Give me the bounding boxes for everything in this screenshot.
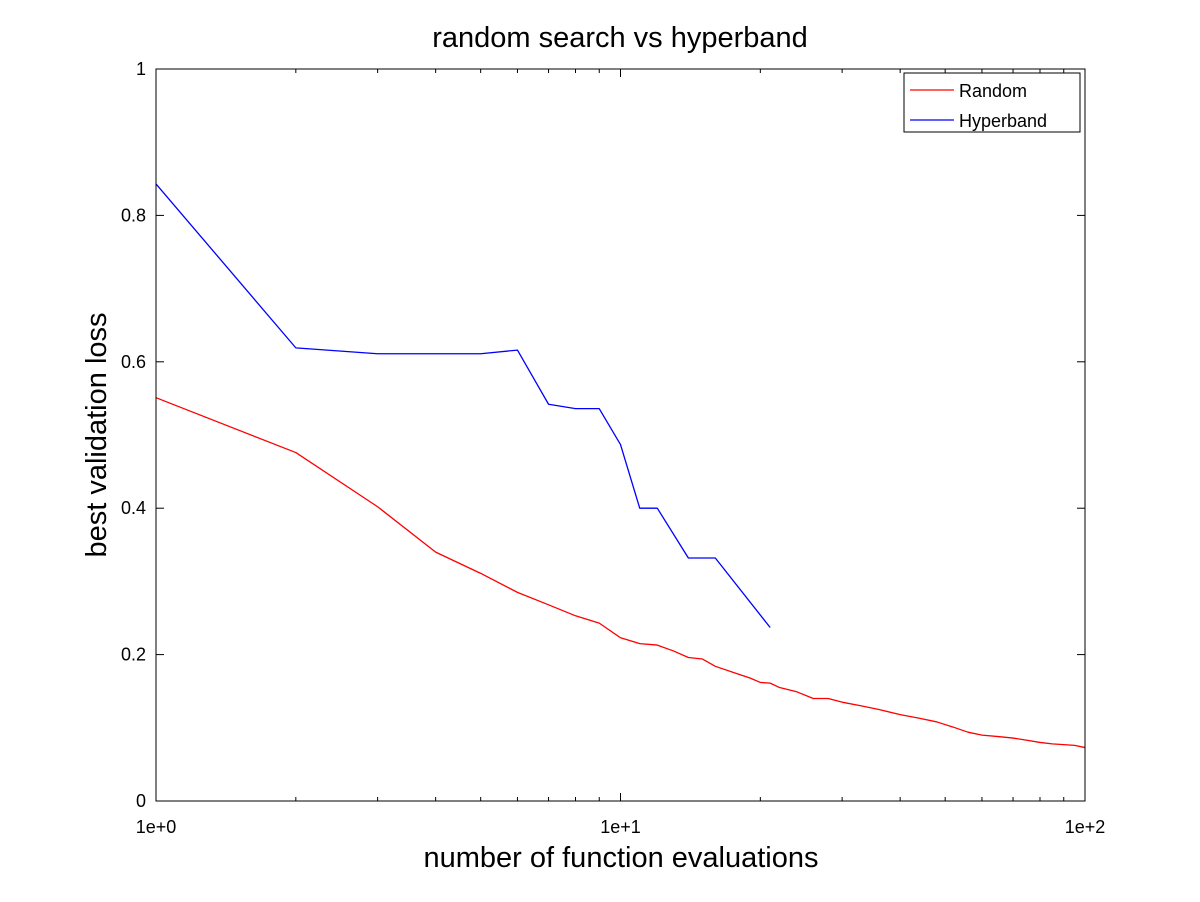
legend-label-hyperband: Hyperband [959, 111, 1047, 131]
x-tick-label: 1e+1 [600, 817, 641, 837]
y-axis-label: best validation loss [81, 312, 113, 557]
legend: Random Hyperband [903, 72, 1081, 133]
x-axis-label: number of function evaluations [424, 842, 819, 874]
y-tick-label: 0 [136, 791, 146, 811]
series-line-random [155, 397, 1086, 749]
y-tick-label: 0.6 [121, 352, 146, 372]
axis-ticks: 0 0.2 0.4 0.6 0.8 1 1e+0 1e+1 1e+2 [121, 59, 1105, 837]
y-tick-label: 0.2 [121, 645, 146, 665]
legend-box [903, 72, 1081, 133]
y-tick-label: 0.4 [121, 498, 146, 518]
x-tick-label: 1e+0 [136, 817, 177, 837]
plot-lines [155, 183, 1086, 749]
legend-label-random: Random [959, 81, 1027, 101]
x-tick-label: 1e+2 [1065, 817, 1106, 837]
chart-title: random search vs hyperband [432, 22, 808, 54]
y-tick-label: 0.8 [121, 205, 146, 225]
series-line-hyperband [155, 183, 771, 628]
y-tick-label: 1 [136, 59, 146, 79]
